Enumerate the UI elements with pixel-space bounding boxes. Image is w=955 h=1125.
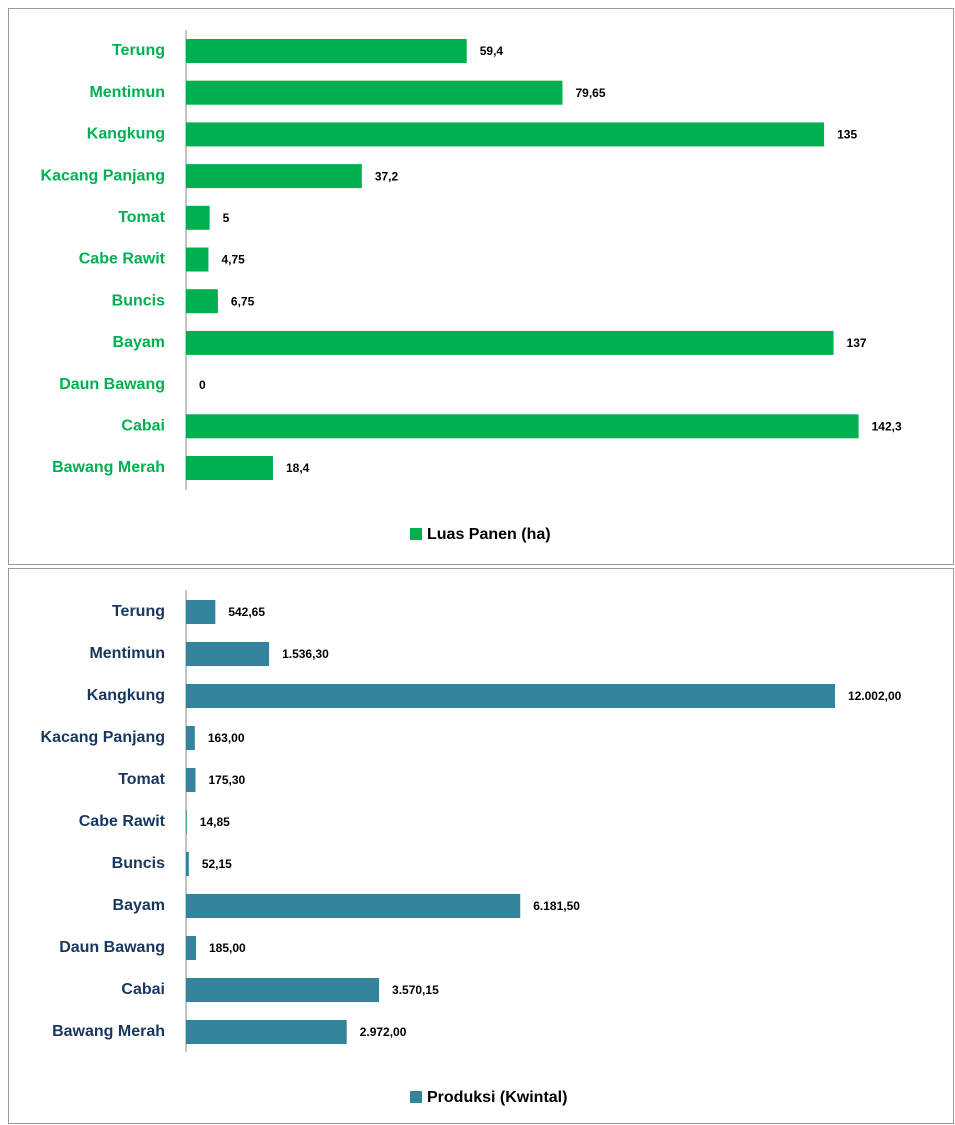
bar (186, 810, 187, 834)
bar (186, 852, 189, 876)
category-label: Kangkung (87, 126, 165, 143)
category-label: Cabai (121, 418, 165, 435)
value-label: 14,85 (200, 815, 230, 829)
value-label: 185,00 (209, 941, 246, 955)
bar (186, 330, 834, 355)
value-label: 1.536,30 (282, 647, 329, 661)
value-label: 163,00 (208, 731, 245, 745)
value-label: 4,75 (221, 253, 245, 267)
value-label: 37,2 (375, 169, 399, 183)
bar (186, 80, 563, 105)
category-label: Tomat (118, 209, 165, 226)
bar (186, 600, 216, 624)
bar (186, 768, 196, 792)
category-label: Mentimun (89, 645, 165, 662)
value-label: 3.570,15 (392, 983, 439, 997)
category-label: Cabai (121, 981, 165, 998)
bar (186, 122, 825, 147)
legend-label: Produksi (Kwintal) (427, 1089, 567, 1106)
value-label: 175,30 (208, 773, 245, 787)
bar (186, 39, 467, 63)
bar (186, 642, 270, 666)
bar (186, 164, 362, 189)
value-label: 18,4 (286, 461, 310, 475)
chart-frame (8, 8, 954, 565)
value-label: 542,65 (228, 605, 265, 619)
chart-frame (8, 568, 954, 1124)
category-label: Bayam (113, 897, 165, 914)
category-label: Daun Bawang (59, 376, 165, 393)
category-label: Buncis (112, 292, 165, 309)
bar (186, 1020, 347, 1044)
category-label: Terung (112, 603, 165, 620)
category-label: Cabe Rawit (79, 251, 166, 268)
value-label: 2.972,00 (360, 1025, 407, 1039)
category-label: Mentimun (89, 84, 165, 101)
category-label: Daun Bawang (59, 939, 165, 956)
category-label: Kacang Panjang (41, 167, 165, 184)
category-label: Kangkung (87, 687, 165, 704)
value-label: 135 (837, 128, 857, 142)
value-label: 6,75 (231, 294, 255, 308)
category-label: Bawang Merah (52, 1023, 165, 1040)
legend-swatch (410, 528, 422, 540)
value-label: 59,4 (480, 44, 504, 58)
value-label: 5 (223, 211, 230, 225)
value-label: 52,15 (202, 857, 232, 871)
value-label: 6.181,50 (533, 899, 580, 913)
value-label: 0 (199, 378, 206, 392)
bar (186, 894, 521, 918)
value-label: 79,65 (575, 86, 605, 100)
bar (186, 414, 859, 439)
category-label: Cabe Rawit (79, 813, 166, 830)
bar (186, 726, 195, 750)
value-label: 12.002,00 (848, 689, 902, 703)
bar (186, 978, 380, 1002)
bar (186, 247, 209, 272)
category-label: Bawang Merah (52, 459, 165, 476)
legend-label: Luas Panen (ha) (427, 526, 551, 543)
legend-swatch (410, 1091, 422, 1103)
bar (186, 936, 197, 960)
category-label: Buncis (112, 855, 165, 872)
bar (186, 205, 210, 230)
category-label: Tomat (118, 771, 165, 788)
category-label: Terung (112, 42, 165, 59)
bar (186, 456, 273, 480)
value-label: 137 (847, 336, 867, 350)
bar (186, 289, 218, 314)
value-label: 142,3 (872, 419, 902, 433)
category-label: Bayam (113, 334, 165, 351)
bar (186, 684, 835, 708)
category-label: Kacang Panjang (41, 729, 165, 746)
